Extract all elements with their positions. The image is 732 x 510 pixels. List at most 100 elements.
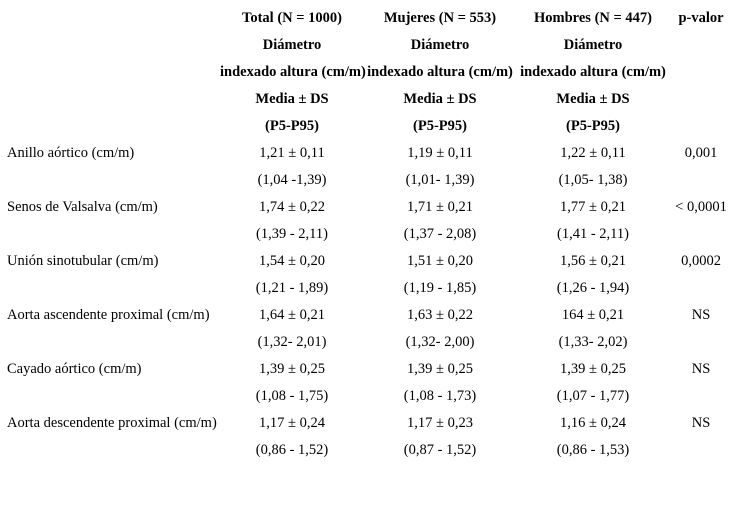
header-total-indexado: indexado altura (cm/m) [220,64,366,80]
header-mujeres-media-ds: Media ± DS [403,91,477,107]
empty-cell [670,167,732,194]
empty-cell [670,383,732,410]
empty-cell [0,86,220,113]
table-row-range: (1,04 -1,39) (1,01- 1,39) (1,05- 1,38) [0,167,732,194]
cell-mujeres-mean: 1,51 ± 0,20 [407,253,473,269]
table-row-range: (1,39 - 2,11) (1,37 - 2,08) (1,41 - 2,11… [0,221,732,248]
cell-total-range: (1,39 - 2,11) [256,226,328,242]
header-mujeres-diametro: Diámetro [410,37,470,53]
paper-table-page: Total (N = 1000) Mujeres (N = 553) Hombr… [0,5,732,510]
table-row: Aorta ascendente proximal (cm/m) 1,64 ± … [0,302,732,329]
header-row-sub2: indexado altura (cm/m) indexado altura (… [0,59,732,86]
cell-total-mean: 1,21 ± 0,11 [259,145,325,161]
cell-p-value: NS [691,307,711,323]
cell-total-mean: 1,39 ± 0,25 [259,361,325,377]
table-row-range: (1,21 - 1,89) (1,19 - 1,85) (1,26 - 1,94… [0,275,732,302]
header-total-percentiles: (P5-P95) [265,118,319,134]
empty-cell [670,59,732,86]
header-row-titles: Total (N = 1000) Mujeres (N = 553) Hombr… [0,5,732,32]
cell-hombres-range: (1,05- 1,38) [558,172,628,188]
empty-cell [670,221,732,248]
empty-cell [670,113,732,140]
header-row-sub4: (P5-P95) (P5-P95) (P5-P95) [0,113,732,140]
cell-mujeres-mean: 1,39 ± 0,25 [407,361,473,377]
cell-total-mean: 1,54 ± 0,20 [259,253,325,269]
header-mujeres-percentiles: (P5-P95) [413,118,467,134]
cell-hombres-range: (1,26 - 1,94) [556,280,630,296]
cell-hombres-range: (0,86 - 1,53) [556,442,630,458]
column-header-pvalor: p-valor [678,10,724,26]
cell-mujeres-range: (1,08 - 1,73) [403,388,477,404]
cell-total-mean: 1,74 ± 0,22 [259,199,325,215]
header-row-sub3: Media ± DS Media ± DS Media ± DS [0,86,732,113]
cell-p-value: 0,001 [684,145,718,161]
cell-mujeres-range: (1,32- 2,00) [405,334,475,350]
cell-hombres-mean: 1,56 ± 0,21 [560,253,626,269]
cell-total-range: (1,21 - 1,89) [255,280,329,296]
cell-p-value: NS [691,361,711,377]
empty-cell [0,113,220,140]
column-header-total: Total (N = 1000) [242,10,342,26]
empty-cell [0,32,220,59]
aortic-diameter-indexed-height-table: Total (N = 1000) Mujeres (N = 553) Hombr… [0,5,732,464]
empty-cell [0,275,220,302]
cell-mujeres-range: (1,37 - 2,08) [403,226,477,242]
row-label-aorta-ascendente: Aorta ascendente proximal (cm/m) [7,307,210,323]
row-label-union-sinotubular: Unión sinotubular (cm/m) [7,253,159,269]
table-row: Cayado aórtico (cm/m) 1,39 ± 0,25 1,39 ±… [0,356,732,383]
empty-cell [0,383,220,410]
cell-mujeres-range: (1,01- 1,39) [405,172,475,188]
empty-cell [0,59,220,86]
empty-cell [0,221,220,248]
cell-hombres-mean: 1,77 ± 0,21 [560,199,626,215]
cell-hombres-range: (1,07 - 1,77) [556,388,630,404]
header-row-sub1: Diámetro Diámetro Diámetro [0,32,732,59]
cell-total-range: (1,32- 2,01) [257,334,327,350]
header-mujeres-indexado: indexado altura (cm/m) [367,64,513,80]
empty-cell [670,32,732,59]
header-hombres-diametro: Diámetro [563,37,623,53]
row-label-aorta-descendente: Aorta descendente proximal (cm/m) [7,415,217,431]
column-header-mujeres: Mujeres (N = 553) [383,10,497,26]
table-row: Senos de Valsalva (cm/m) 1,74 ± 0,22 1,7… [0,194,732,221]
cell-total-range: (1,04 -1,39) [257,172,327,188]
table-row: Aorta descendente proximal (cm/m) 1,17 ±… [0,410,732,437]
table-row: Unión sinotubular (cm/m) 1,54 ± 0,20 1,5… [0,248,732,275]
cell-mujeres-mean: 1,71 ± 0,21 [407,199,473,215]
column-header-hombres: Hombres (N = 447) [534,10,652,26]
empty-cell [0,437,220,464]
table-row-range: (0,86 - 1,52) (0,87 - 1,52) (0,86 - 1,53… [0,437,732,464]
header-total-media-ds: Media ± DS [255,91,329,107]
row-label-senos-valsalva: Senos de Valsalva (cm/m) [7,199,158,215]
table-row: Anillo aórtico (cm/m) 1,21 ± 0,11 1,19 ±… [0,140,732,167]
empty-cell [670,437,732,464]
cell-hombres-mean: 164 ± 0,21 [561,307,625,323]
empty-cell [0,5,220,32]
cell-hombres-mean: 1,39 ± 0,25 [560,361,626,377]
cell-total-range: (0,86 - 1,52) [255,442,329,458]
cell-hombres-mean: 1,22 ± 0,11 [560,145,626,161]
header-total-diametro: Diámetro [262,37,322,53]
empty-cell [670,275,732,302]
table-row-range: (1,32- 2,01) (1,32- 2,00) (1,33- 2,02) [0,329,732,356]
cell-hombres-range: (1,33- 2,02) [558,334,628,350]
cell-total-mean: 1,64 ± 0,21 [259,307,325,323]
cell-total-mean: 1,17 ± 0,24 [259,415,325,431]
cell-p-value: NS [691,415,711,431]
empty-cell [0,167,220,194]
cell-total-range: (1,08 - 1,75) [255,388,329,404]
empty-cell [0,329,220,356]
empty-cell [670,329,732,356]
empty-cell [670,86,732,113]
cell-hombres-mean: 1,16 ± 0,24 [560,415,626,431]
header-hombres-indexado: indexado altura (cm/m) [520,64,666,80]
header-hombres-percentiles: (P5-P95) [566,118,620,134]
cell-mujeres-mean: 1,63 ± 0,22 [407,307,473,323]
cell-p-value: < 0,0001 [675,199,727,215]
row-label-anillo-aortico: Anillo aórtico (cm/m) [7,145,135,161]
cell-mujeres-mean: 1,19 ± 0,11 [407,145,473,161]
cell-p-value: 0,0002 [681,253,721,269]
row-label-cayado-aortico: Cayado aórtico (cm/m) [7,361,142,377]
cell-mujeres-range: (0,87 - 1,52) [403,442,477,458]
cell-mujeres-range: (1,19 - 1,85) [403,280,477,296]
